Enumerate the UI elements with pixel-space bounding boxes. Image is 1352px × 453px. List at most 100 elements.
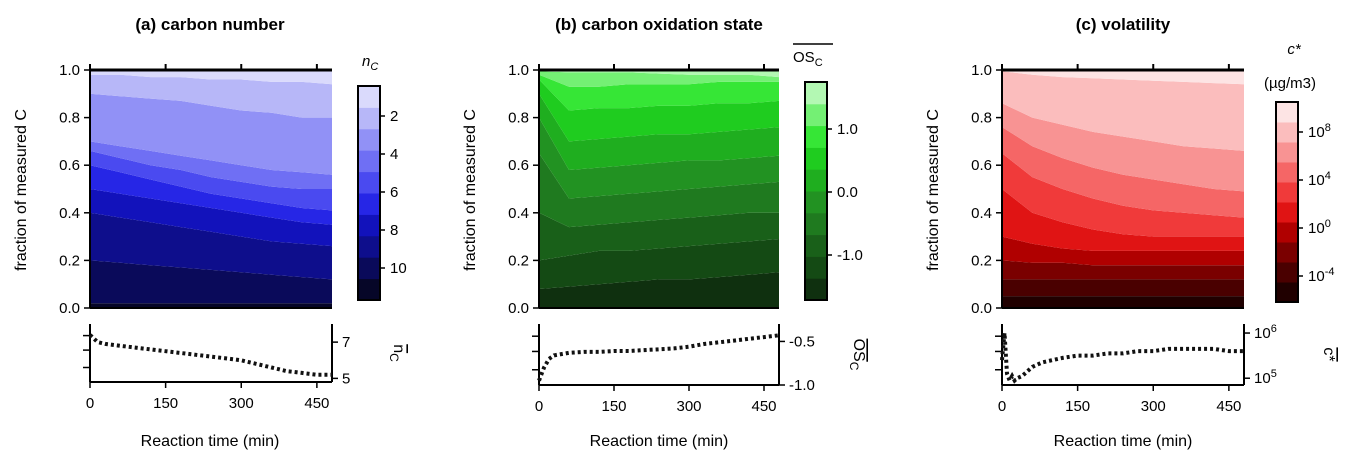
x-tick-label: 0 (535, 398, 543, 415)
y-tick-label: 0.4 (508, 205, 529, 222)
colorbar-tick-label: 104 (1308, 170, 1331, 189)
panel-carbon-oxidation-state: (b) carbon oxidation state 0.0 0.2 0.4 0.6 0… (462, 15, 867, 450)
colorbar-segment (805, 278, 827, 300)
colorbar-segment (1276, 282, 1298, 303)
panel-volatility: (c) volatility 0.0 0.2 0.4 0.6 0.8 1.0 fracti… (925, 15, 1337, 450)
y-tick-label: 1.0 (59, 62, 80, 79)
panel-carbon-number: (a) carbon number 0.0 0.2 0.4 0.6 0.8 1.0 fra… (13, 15, 407, 450)
colorbar-label: c* (1287, 41, 1302, 58)
x-axis-label: Reaction time (min) (590, 433, 729, 450)
colorbar-segment (805, 256, 827, 278)
x-tick-label: 300 (1141, 398, 1166, 415)
panel-title: (b) carbon oxidation state (555, 15, 763, 34)
colorbar-segment (358, 129, 380, 151)
colorbar-segment (1276, 262, 1298, 283)
y-tick-label: 0.2 (59, 252, 80, 269)
x-tick-label: 0 (998, 398, 1006, 415)
colorbar-label: OSC (793, 49, 823, 69)
x-tick-label: 450 (304, 395, 329, 412)
mean-tick-label: 7 (342, 334, 350, 351)
colorbar-segment (805, 147, 827, 169)
colorbar-segment (358, 236, 380, 258)
y-tick-label: 0.2 (971, 252, 992, 269)
mean-panel: 0 150 300 450 5 7 nC (83, 324, 407, 412)
colorbar-tick-label: 8 (390, 222, 398, 239)
mean-panel: 0 150 300 450 -0.5 -1.0 OSC (532, 324, 867, 415)
y-tick-label: 0.6 (59, 157, 80, 174)
colorbar-segment (358, 86, 380, 108)
colorbar-segment (358, 193, 380, 215)
mean-axis-label: nC (387, 344, 407, 362)
colorbar-tick-label: 6 (390, 184, 398, 201)
mean-tick-label: -0.5 (789, 333, 815, 350)
colorbar-segment (805, 82, 827, 104)
mean-tick-label: 105 (1254, 368, 1277, 387)
mean-panel: 0 150 300 450 106 105 c* (995, 323, 1337, 415)
x-tick-label: 450 (751, 398, 776, 415)
stacked-area-plot (1002, 70, 1244, 308)
area-band (1002, 279, 1244, 296)
y-tick-label: 0.0 (971, 300, 992, 317)
colorbar-tick-label: 10-4 (1308, 266, 1334, 285)
mean-axis-label: OSC (847, 339, 867, 371)
y-tick-label: 0.6 (971, 157, 992, 174)
x-axis-label: Reaction time (min) (141, 433, 280, 450)
colorbar-segment (805, 169, 827, 191)
colorbar-unit-label: (µg/m3) (1264, 75, 1316, 92)
colorbar-label: nC (362, 53, 378, 73)
y-axis-label: fraction of measured C (462, 109, 479, 271)
colorbar-tick-label: 0.0 (837, 184, 858, 201)
colorbar: 1.0 0.0 -1.0 OSC (793, 44, 863, 301)
colorbar-segment (1276, 162, 1298, 183)
colorbar-tick-label: 2 (390, 108, 398, 125)
y-tick-label: 0.6 (508, 157, 529, 174)
colorbar: 2 4 6 8 10 nC (358, 53, 407, 301)
mean-series-line (1002, 333, 1244, 381)
colorbar-segment (805, 235, 827, 257)
x-tick-label: 150 (601, 398, 626, 415)
colorbar-segment (805, 213, 827, 235)
y-tick-label: 0.4 (59, 205, 80, 222)
colorbar-segment (805, 126, 827, 148)
y-tick-label: 0.8 (971, 110, 992, 127)
colorbar-segment (1276, 102, 1298, 123)
y-tick-label: 1.0 (508, 62, 529, 79)
colorbar-segment (1276, 182, 1298, 203)
colorbar-segment (1276, 142, 1298, 163)
y-tick-label: 0.0 (59, 300, 80, 317)
colorbar-segment (358, 257, 380, 279)
colorbar-segment (1276, 122, 1298, 143)
colorbar-tick-label: 108 (1308, 122, 1331, 141)
stacked-area-plot (539, 70, 779, 308)
colorbar-tick-label: 100 (1308, 218, 1331, 237)
colorbar-segment (358, 107, 380, 129)
colorbar-tick-label: 4 (390, 146, 398, 163)
y-tick-label: 0.8 (508, 110, 529, 127)
y-axis-label: fraction of measured C (13, 109, 30, 271)
area-band (1002, 296, 1244, 308)
mean-axis-label: c* (1320, 347, 1337, 361)
x-tick-label: 300 (676, 398, 701, 415)
colorbar-tick-label: -1.0 (837, 247, 863, 264)
colorbar: 108 104 100 10-4 c* (µg/m3) (1264, 41, 1334, 303)
x-tick-label: 450 (1216, 398, 1241, 415)
y-tick-label: 0.8 (59, 110, 80, 127)
panel-title: (c) volatility (1076, 15, 1171, 34)
y-tick-label: 0.4 (971, 205, 992, 222)
mean-series-line (90, 335, 332, 375)
colorbar-segment (358, 214, 380, 236)
colorbar-segment (805, 191, 827, 213)
colorbar-segment (805, 104, 827, 126)
x-tick-label: 150 (153, 395, 178, 412)
y-tick-label: 1.0 (971, 62, 992, 79)
y-tick-label: 0.2 (508, 252, 529, 269)
x-axis-label: Reaction time (min) (1054, 433, 1193, 450)
panel-title: (a) carbon number (135, 15, 285, 34)
x-tick-label: 0 (86, 395, 94, 412)
colorbar-segment (358, 279, 380, 301)
colorbar-segment (1276, 222, 1298, 243)
colorbar-tick-label: 1.0 (837, 121, 858, 138)
colorbar-segment (1276, 202, 1298, 223)
colorbar-tick-label: 10 (390, 260, 407, 277)
y-axis-label: fraction of measured C (925, 109, 942, 271)
